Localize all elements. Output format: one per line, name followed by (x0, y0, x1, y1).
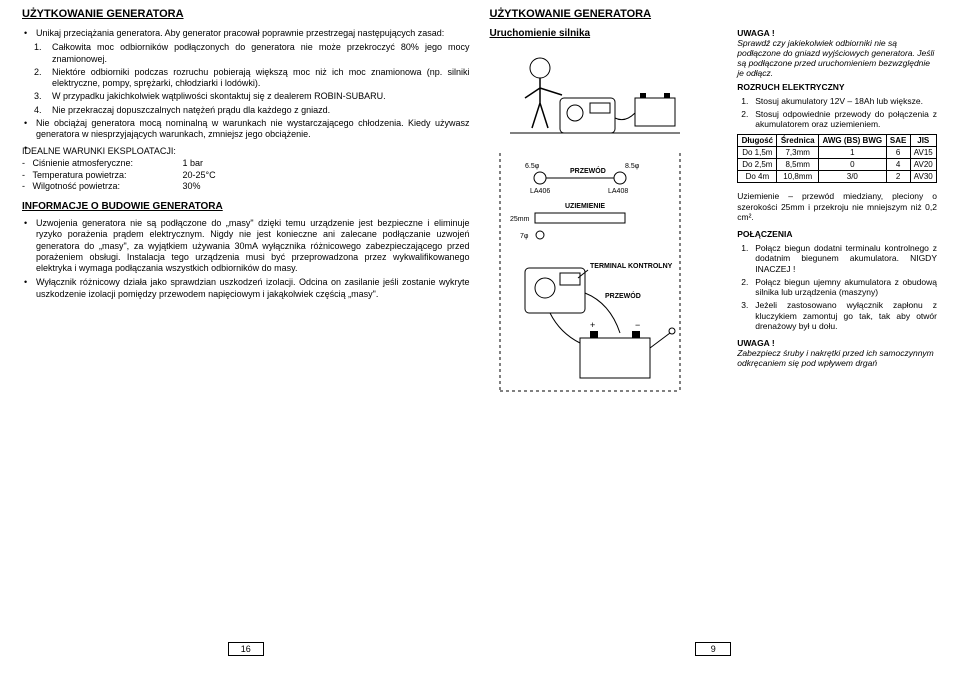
svg-text:LA408: LA408 (608, 188, 628, 195)
warning-block-2: UWAGA ! Zabezpiecz śruby i nakrętki prze… (737, 338, 937, 368)
warn-title-1: UWAGA ! (737, 28, 774, 38)
svg-text:25mm: 25mm (510, 216, 530, 223)
table-row: Do 1,5m 7,3mm 1 6 AV15 (738, 146, 937, 158)
svg-text:LA406: LA406 (530, 188, 550, 195)
page-number-left: 16 (228, 642, 264, 656)
svg-text:6.5φ: 6.5φ (525, 163, 540, 170)
after-rules-bullet: Nie obciążaj generatora mocą nominalną w… (36, 118, 470, 141)
intro-bullet: Unikaj przeciążania generatora. Aby gene… (36, 28, 470, 39)
section-title: UŻYTKOWANIE GENERATORA (490, 8, 938, 20)
rozruch-item-1: Stosuj akumulatory 12V – 18Ah lub większ… (755, 96, 937, 107)
rozruch-list: Stosuj akumulatory 12V – 18Ah lub większ… (737, 96, 937, 130)
conds-title: IDEALNE WARUNKI EKSPLOATACJI: (22, 146, 470, 158)
terminal-diagram-icon: TERMINAL KONTROLNY PRZEWÓD + − (490, 243, 690, 393)
illustration-terminal: TERMINAL KONTROLNY PRZEWÓD + − (490, 243, 690, 393)
left-page: UŻYTKOWANIE GENERATORA Unikaj przeciążan… (12, 8, 480, 658)
subsection-title: INFORMACJE O BUDOWIE GENERATORA (22, 201, 470, 212)
ideal-conditions: IDEALNE WARUNKI EKSPLOATACJI: - Ciśnieni… (22, 146, 470, 193)
table-row: Do 2,5m 8,5mm 0 4 AV20 (738, 158, 937, 170)
after-rules-list: Nie obciążaj generatora mocą nominalną w… (22, 118, 470, 141)
th-1: Średnica (777, 134, 819, 146)
table-row: Do 4m 10,8mm 3/0 2 AV30 (738, 170, 937, 182)
table-header-row: Długość Średnica AWG (BS) BWG SAE JIS (738, 134, 937, 146)
pol-item-1: Połącz biegun dodatni terminalu kontroln… (755, 243, 937, 275)
th-2: AWG (BS) BWG (818, 134, 886, 146)
run-engine-title: Uruchomienie silnika (490, 28, 730, 39)
cable-spec-table: Długość Średnica AWG (BS) BWG SAE JIS Do… (737, 134, 937, 183)
svg-text:TERMINAL KONTROLNY: TERMINAL KONTROLNY (590, 263, 673, 270)
rules-list: Całkowita moc odbiorników podłączonych d… (22, 42, 470, 116)
svg-text:PRZEWÓD: PRZEWÓD (570, 166, 606, 175)
warn-title-2: UWAGA ! (737, 338, 774, 348)
warn-body-2: Zabezpiecz śruby i nakrętki przed ich sa… (737, 348, 934, 368)
grounding-text: Uziemienie – przewód miedziany, pleciony… (737, 191, 937, 223)
person-generator-icon (490, 43, 690, 153)
wiring-diagram-icon: 6.5φ 8.5φ PRZEWÓD LA406 LA408 UZIEMIENIE… (490, 153, 690, 243)
svg-text:+: + (590, 320, 595, 330)
warning-block-1: UWAGA ! Sprawdź czy jakiekolwiek odbiorn… (737, 28, 937, 78)
svg-text:7φ: 7φ (520, 233, 529, 240)
rozruch-item-2: Stosuj odpowiednie przewody do połączeni… (755, 109, 937, 130)
svg-text:PRZEWÓD: PRZEWÓD (605, 291, 641, 300)
th-0: Długość (738, 134, 777, 146)
intro-list: Unikaj przeciążania generatora. Aby gene… (22, 28, 470, 39)
svg-text:8.5φ: 8.5φ (625, 163, 640, 170)
section-title: UŻYTKOWANIE GENERATORA (22, 8, 470, 20)
info-bullet-0: Uzwojenia generatora nie są podłączone d… (36, 218, 470, 274)
rozruch-title: ROZRUCH ELEKTRYCZNY (737, 82, 937, 92)
illustration-wiring-mid: 6.5φ 8.5φ PRZEWÓD LA406 LA408 UZIEMIENIE… (490, 153, 690, 243)
info-bullet-1: Wyłącznik różnicowy działa jako sprawdzi… (36, 277, 470, 300)
cond-row-0: - Ciśnienie atmosferyczne:1 bar (22, 158, 470, 170)
info-list: Uzwojenia generatora nie są podłączone d… (22, 218, 470, 300)
polaczenia-title: POŁĄCZENIA (737, 229, 937, 239)
pol-item-3: Jeżeli zastosowano wyłącznik zapłonu z k… (755, 300, 937, 332)
rule-1: Całkowita moc odbiorników podłączonych d… (52, 42, 470, 65)
right-side-column: UWAGA ! Sprawdź czy jakiekolwiek odbiorn… (737, 28, 937, 678)
th-3: SAE (886, 134, 910, 146)
cond-row-2: - Wilgotność powietrza:30% (22, 181, 470, 193)
warn-body-1: Sprawdź czy jakiekolwiek odbiorniki nie … (737, 38, 934, 78)
rule-4: Nie przekraczaj dopuszczalnych natężeń p… (52, 105, 470, 116)
polaczenia-list: Połącz biegun dodatni terminalu kontroln… (737, 243, 937, 332)
right-page: UŻYTKOWANIE GENERATORA Uruchomienie siln… (480, 8, 948, 658)
cond-row-1: - Temperatura powietrza:20-25°C (22, 170, 470, 182)
page-number-right: 9 (695, 642, 731, 656)
pol-item-2: Połącz biegun ujemny akumulatora z obudo… (755, 277, 937, 298)
rule-2: Niektóre odbiorniki podczas rozruchu pob… (52, 67, 470, 90)
svg-text:−: − (635, 320, 640, 330)
rule-3: W przypadku jakichkolwiek wątpliwości sk… (52, 91, 470, 102)
svg-text:UZIEMIENIE: UZIEMIENIE (565, 203, 605, 210)
illustration-person-generator (490, 43, 690, 153)
th-4: JIS (910, 134, 936, 146)
right-main-figures: Uruchomienie silnika (490, 28, 730, 678)
